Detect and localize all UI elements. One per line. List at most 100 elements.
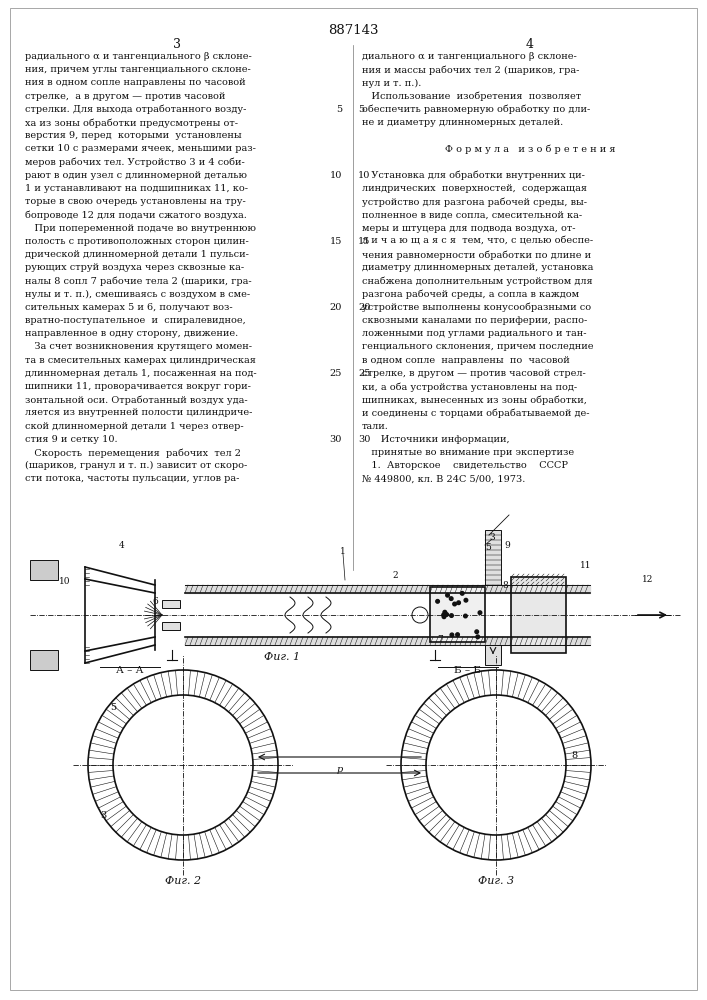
Text: ки, а оба устройства установлены на под-: ки, а оба устройства установлены на под- <box>362 382 577 391</box>
Text: Скорость  перемещения  рабочих  тел 2: Скорость перемещения рабочих тел 2 <box>25 448 241 458</box>
Text: 25: 25 <box>358 369 370 378</box>
Text: не и диаметру длинномерных деталей.: не и диаметру длинномерных деталей. <box>362 118 563 127</box>
Text: 6: 6 <box>152 597 158 606</box>
Text: диального α и тангенциального β склоне-: диального α и тангенциального β склоне- <box>362 52 577 61</box>
Circle shape <box>464 598 468 602</box>
Text: ния в одном сопле направлены по часовой: ния в одном сопле направлены по часовой <box>25 78 245 87</box>
Text: торые в свою очередь установлены на тру-: торые в свою очередь установлены на тру- <box>25 197 246 206</box>
Bar <box>430 587 485 642</box>
Text: 7: 7 <box>437 636 443 645</box>
Text: 30: 30 <box>329 435 342 444</box>
Text: ской длинномерной детали 1 через отвер-: ской длинномерной детали 1 через отвер- <box>25 422 244 431</box>
Text: 20: 20 <box>329 303 342 312</box>
Text: зонтальной оси. Отработанный воздух уда-: зонтальной оси. Отработанный воздух уда- <box>25 395 247 405</box>
Text: меры и штуцера для подвода воздуха, от-: меры и штуцера для подвода воздуха, от- <box>362 224 575 233</box>
Text: Фиг. 2: Фиг. 2 <box>165 876 201 886</box>
Text: принятые во внимание при экспертизе: принятые во внимание при экспертизе <box>362 448 574 457</box>
Text: снабжена дополнительным устройством для: снабжена дополнительным устройством для <box>362 276 592 286</box>
Text: 2: 2 <box>392 570 398 580</box>
Text: рующих струй воздуха через сквозные ка-: рующих струй воздуха через сквозные ка- <box>25 263 244 272</box>
Text: 10: 10 <box>329 171 342 180</box>
Text: 5: 5 <box>336 105 342 114</box>
Text: Б – Б: Б – Б <box>455 666 481 675</box>
Bar <box>30 560 58 580</box>
Text: 5: 5 <box>485 542 491 552</box>
Text: 1.  Авторское    свидетельство    СССР: 1. Авторское свидетельство СССР <box>362 461 568 470</box>
Bar <box>485 645 501 665</box>
Text: обеспечить равномерную обработку по дли-: обеспечить равномерную обработку по дли- <box>362 105 590 114</box>
Text: сквозными каналами по периферии, распо-: сквозными каналами по периферии, распо- <box>362 316 588 325</box>
Text: Ф о р м у л а   и з о б р е т е н и я: Ф о р м у л а и з о б р е т е н и я <box>445 144 615 154</box>
Text: стрелке, в другом — против часовой стрел-: стрелке, в другом — против часовой стрел… <box>362 369 586 378</box>
Text: 15: 15 <box>358 237 370 246</box>
Text: А – А: А – А <box>116 666 144 675</box>
Text: 4: 4 <box>526 38 534 51</box>
Text: та в смесительных камерах цилиндрическая: та в смесительных камерах цилиндрическая <box>25 356 256 365</box>
Text: 11: 11 <box>580 560 592 570</box>
Text: 20: 20 <box>358 303 370 312</box>
Circle shape <box>445 613 448 616</box>
Text: р: р <box>337 766 343 774</box>
Text: устройстве выполнены конусообразными со: устройстве выполнены конусообразными со <box>362 303 591 312</box>
Text: ха из зоны обработки предусмотрены от-: ха из зоны обработки предусмотрены от- <box>25 118 238 127</box>
Circle shape <box>442 613 445 617</box>
Circle shape <box>464 614 467 618</box>
Text: устройство для разгона рабочей среды, вы-: устройство для разгона рабочей среды, вы… <box>362 197 587 207</box>
Text: сти потока, частоты пульсации, углов ра-: сти потока, частоты пульсации, углов ра- <box>25 474 240 483</box>
Text: полость с противоположных сторон цилин-: полость с противоположных сторон цилин- <box>25 237 249 246</box>
Text: чения равномерности обработки по длине и: чения равномерности обработки по длине и <box>362 250 591 259</box>
Text: разгона рабочей среды, а сопла в каждом: разгона рабочей среды, а сопла в каждом <box>362 290 579 299</box>
Text: нулы и т. п.), смешиваясь с воздухом в сме-: нулы и т. п.), смешиваясь с воздухом в с… <box>25 290 250 299</box>
Text: дрической длинномерной детали 1 пульси-: дрической длинномерной детали 1 пульси- <box>25 250 249 259</box>
Text: При попеременной подаче во внутреннюю: При попеременной подаче во внутреннюю <box>25 224 256 233</box>
Text: вратно-поступательное  и  спиралевидное,: вратно-поступательное и спиралевидное, <box>25 316 246 325</box>
Text: радиального α и тангенциального β склоне-: радиального α и тангенциального β склоне… <box>25 52 252 61</box>
Text: длинномерная деталь 1, посаженная на под-: длинномерная деталь 1, посаженная на под… <box>25 369 257 378</box>
Text: нул и т. п.).: нул и т. п.). <box>362 78 421 88</box>
Circle shape <box>456 633 460 636</box>
Text: ложенными под углами радиального и тан-: ложенными под углами радиального и тан- <box>362 329 587 338</box>
Text: Фиг. 3: Фиг. 3 <box>478 876 514 886</box>
Text: сетки 10 с размерами ячеек, меньшими раз-: сетки 10 с размерами ячеек, меньшими раз… <box>25 144 256 153</box>
Circle shape <box>450 633 454 637</box>
Text: 10: 10 <box>358 171 370 180</box>
Text: линдрических  поверхностей,  содержащая: линдрических поверхностей, содержащая <box>362 184 587 193</box>
Text: 5: 5 <box>358 105 364 114</box>
Text: 3: 3 <box>100 810 106 820</box>
Text: 30: 30 <box>358 435 370 444</box>
Text: верстия 9, перед  которыми  установлены: верстия 9, перед которыми установлены <box>25 131 242 140</box>
Text: ния и массы рабочих тел 2 (шариков, гра-: ния и массы рабочих тел 2 (шариков, гра- <box>362 65 579 75</box>
Bar <box>485 530 501 585</box>
Circle shape <box>445 593 450 597</box>
Text: шипниках, вынесенных из зоны обработки,: шипниках, вынесенных из зоны обработки, <box>362 395 587 405</box>
Text: 8: 8 <box>571 750 577 760</box>
Text: 3: 3 <box>489 532 495 542</box>
Text: в одном сопле  направлены  по  часовой: в одном сопле направлены по часовой <box>362 356 570 365</box>
Text: бопроводе 12 для подачи сжатого воздуха.: бопроводе 12 для подачи сжатого воздуха. <box>25 210 247 220</box>
Bar <box>30 650 58 670</box>
Text: рают в один узел с длинномерной деталью: рают в один узел с длинномерной деталью <box>25 171 247 180</box>
Text: 1: 1 <box>340 548 346 556</box>
Text: 25: 25 <box>329 369 342 378</box>
Bar <box>162 600 180 608</box>
Text: полненное в виде сопла, смесительной ка-: полненное в виде сопла, смесительной ка- <box>362 210 582 219</box>
Text: сительных камерах 5 и 6, получают воз-: сительных камерах 5 и 6, получают воз- <box>25 303 233 312</box>
Text: 1 и устанавливают на подшипниках 11, ко-: 1 и устанавливают на подшипниках 11, ко- <box>25 184 248 193</box>
Bar <box>511 577 566 653</box>
Text: диаметру длинномерных деталей, установка: диаметру длинномерных деталей, установка <box>362 263 593 272</box>
Text: и соединены с торцами обрабатываемой де-: и соединены с торцами обрабатываемой де- <box>362 408 590 418</box>
Circle shape <box>443 610 447 614</box>
Text: ния, причем углы тангенциального склоне-: ния, причем углы тангенциального склоне- <box>25 65 251 74</box>
Circle shape <box>436 600 439 603</box>
Text: (шариков, гранул и т. п.) зависит от скоро-: (шариков, гранул и т. п.) зависит от ско… <box>25 461 247 470</box>
Circle shape <box>475 630 479 634</box>
Text: 887143: 887143 <box>328 24 378 37</box>
Text: 8: 8 <box>502 580 508 589</box>
Text: 4: 4 <box>119 540 125 550</box>
Text: 9: 9 <box>504 540 510 550</box>
Text: стрелке,  а в другом — против часовой: стрелке, а в другом — против часовой <box>25 92 226 101</box>
Circle shape <box>478 611 481 614</box>
Text: Установка для обработки внутренних ци-: Установка для обработки внутренних ци- <box>362 171 585 180</box>
Text: стия 9 и сетку 10.: стия 9 и сетку 10. <box>25 435 117 444</box>
Text: 10: 10 <box>59 578 71 586</box>
